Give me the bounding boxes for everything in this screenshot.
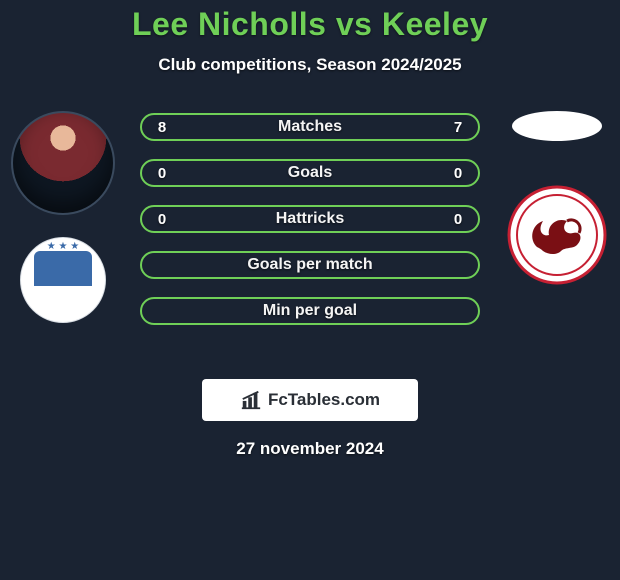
club-right-badge <box>507 185 607 285</box>
club-left-crest: ★ ★ ★ <box>34 251 92 309</box>
stat-row: 0 Goals 0 <box>140 159 480 187</box>
stat-label: Hattricks <box>142 210 478 228</box>
stat-right-value: 0 <box>450 165 466 182</box>
stat-row: 0 Hattricks 0 <box>140 205 480 233</box>
stat-label: Matches <box>142 118 478 136</box>
date-text: 27 november 2024 <box>0 439 620 459</box>
stat-row: 8 Matches 7 <box>140 113 480 141</box>
stat-left-value: 8 <box>154 119 170 136</box>
attribution-box: FcTables.com <box>202 379 418 421</box>
page-subtitle: Club competitions, Season 2024/2025 <box>0 55 620 75</box>
page-title: Lee Nicholls vs Keeley <box>0 6 620 43</box>
stat-label: Goals <box>142 164 478 182</box>
attribution-text: FcTables.com <box>268 390 380 410</box>
stat-left-value: 0 <box>154 165 170 182</box>
club-left-badge: ★ ★ ★ <box>20 237 106 323</box>
stat-row: Min per goal <box>140 297 480 325</box>
main-row: ★ ★ ★ 8 Matches 7 <box>0 105 620 365</box>
stat-left-value: 0 <box>154 211 170 228</box>
comparison-card: Lee Nicholls vs Keeley Club competitions… <box>0 0 620 459</box>
player-left-avatar <box>11 111 115 215</box>
stats-list: 8 Matches 7 0 Goals 0 0 Hattricks 0 Goal… <box>140 105 480 325</box>
stat-row: Goals per match <box>140 251 480 279</box>
bar-chart-icon <box>240 389 262 411</box>
stat-label: Goals per match <box>142 256 478 274</box>
club-left-stars-icon: ★ ★ ★ <box>34 241 92 252</box>
player-right-column <box>502 105 612 285</box>
player-left-column: ★ ★ ★ <box>8 105 118 323</box>
stat-right-value: 7 <box>450 119 466 136</box>
stat-right-value: 0 <box>450 211 466 228</box>
player-right-avatar-placeholder <box>512 111 602 141</box>
club-right-crest-icon <box>507 185 607 285</box>
stat-label: Min per goal <box>142 302 478 320</box>
